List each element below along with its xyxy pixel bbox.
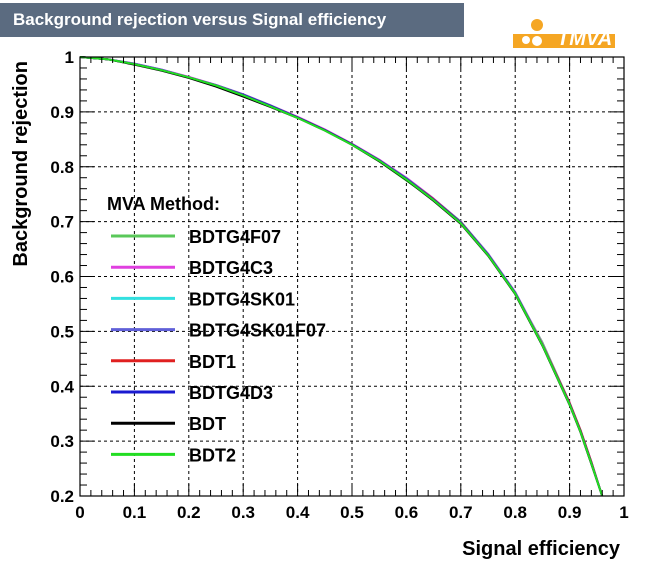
logo-text: TMVA [557,28,612,50]
plot-frame [79,56,625,497]
chart-title: Background rejection versus Signal effic… [0,3,464,37]
y-tick-label: 0.4 [50,377,74,396]
x-tick-label: 0.6 [395,503,419,522]
legend-label-bdtg4c3: BDTG4C3 [189,258,273,278]
x-tick-label: 0.7 [449,503,473,522]
series-line-bdtg4c3 [79,56,604,497]
legend-label-bdt2: BDT2 [189,445,236,465]
tmva-logo: TMVA [513,19,615,50]
y-tick-label: 0.8 [50,158,74,177]
y-tick-label: 0.3 [50,432,74,451]
y-tick-label: 0.2 [50,487,74,506]
y-tick-label: 1 [65,48,74,67]
x-tick-label: 0.5 [340,503,364,522]
x-tick-label: 1 [619,503,628,522]
series-line-bdt [79,56,604,497]
y-axis-title: Background rejection [10,61,32,267]
legend-items: BDTG4F07 BDTG4C3 BDTG4SK01 BDTG4SK01F07 BDT1… [111,227,326,465]
y-tick-label: 0.5 [50,322,74,341]
series-layer [79,56,604,497]
series-line-bdtg4f07 [79,56,604,497]
x-tick-label: 0.3 [231,503,255,522]
legend-label-bdt: BDT [189,414,226,434]
series-line-bdtg4sk01f07 [79,56,604,497]
x-tick-label: 0.2 [177,503,201,522]
label-layer: 0 0.1 0.2 0.3 0.4 0.5 0.6 0.7 0.8 0.9 1 0.2 0.3 0.4 0.… [50,48,628,522]
series-line-bdt2 [79,56,604,497]
legend-label-bdtg4sk01: BDTG4SK01 [189,289,295,309]
x-tick-label: 0.8 [503,503,527,522]
legend: MVA Method: BDTG4F07BDTG4C3BDTG4SK01BDTG… [107,194,326,465]
x-tick-label: 0.9 [558,503,582,522]
legend-label-bdtg4f07: BDTG4F07 [189,227,281,247]
y-tick-label: 0.7 [50,213,74,232]
x-tick-label: 0.4 [286,503,310,522]
legend-label-bdtg4d3: BDTG4D3 [189,383,273,403]
legend-label-bdtg4sk01f07: BDTG4SK01F07 [189,321,326,341]
x-tick-label: 0.1 [123,503,147,522]
y-tick-label: 0.6 [50,268,74,287]
tick-layer [79,56,625,497]
grid-layer [80,57,624,496]
x-tick-label: 0 [75,503,84,522]
series-line-bdt1 [79,56,604,497]
series-line-bdtg4d3 [79,56,604,497]
x-axis-title: Signal efficiency [462,538,621,560]
series-line-bdtg4sk01 [79,56,604,497]
y-tick-label: 0.9 [50,103,74,122]
legend-label-bdt1: BDT1 [189,352,236,372]
legend-title: MVA Method: [107,194,220,214]
